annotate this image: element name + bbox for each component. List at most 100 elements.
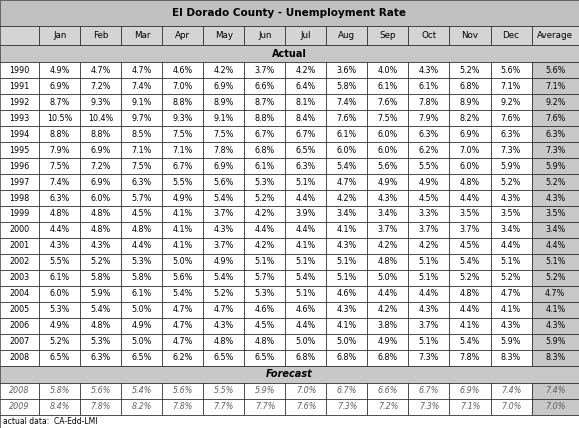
Bar bbox=[532, 270, 579, 286]
Text: 7.5%: 7.5% bbox=[214, 130, 234, 139]
Bar bbox=[39, 383, 80, 399]
Bar bbox=[327, 110, 368, 126]
Text: 4.1%: 4.1% bbox=[173, 226, 193, 235]
Text: 4.4%: 4.4% bbox=[132, 241, 152, 250]
Text: 1998: 1998 bbox=[10, 193, 30, 202]
Bar bbox=[39, 27, 80, 45]
Bar bbox=[0, 94, 39, 110]
Bar bbox=[162, 270, 203, 286]
Text: 1999: 1999 bbox=[9, 209, 30, 219]
Bar bbox=[122, 254, 162, 270]
Bar bbox=[408, 174, 449, 190]
Text: 4.2%: 4.2% bbox=[378, 241, 398, 250]
Text: 5.6%: 5.6% bbox=[501, 65, 521, 74]
Text: 5.5%: 5.5% bbox=[419, 161, 439, 170]
Text: 9.2%: 9.2% bbox=[545, 98, 566, 107]
Bar bbox=[80, 190, 122, 206]
Text: 5.0%: 5.0% bbox=[173, 258, 193, 267]
Bar bbox=[408, 383, 449, 399]
Text: 5.4%: 5.4% bbox=[337, 161, 357, 170]
Bar bbox=[408, 222, 449, 238]
Bar bbox=[162, 334, 203, 350]
Text: 6.9%: 6.9% bbox=[460, 386, 480, 395]
Text: 5.4%: 5.4% bbox=[173, 289, 193, 298]
Bar bbox=[449, 334, 490, 350]
Bar bbox=[244, 78, 285, 94]
Bar bbox=[0, 174, 39, 190]
Text: 6.4%: 6.4% bbox=[296, 82, 316, 91]
Bar bbox=[532, 27, 579, 45]
Text: 7.3%: 7.3% bbox=[419, 402, 439, 411]
Text: 8.3%: 8.3% bbox=[545, 354, 565, 363]
Bar bbox=[203, 334, 244, 350]
Bar bbox=[162, 158, 203, 174]
Bar bbox=[327, 383, 368, 399]
Bar bbox=[122, 286, 162, 302]
Text: 5.1%: 5.1% bbox=[545, 258, 566, 267]
Text: 8.8%: 8.8% bbox=[50, 130, 70, 139]
Text: 8.7%: 8.7% bbox=[255, 98, 275, 107]
Text: 5.4%: 5.4% bbox=[131, 386, 152, 395]
Text: 5.2%: 5.2% bbox=[501, 178, 521, 187]
Bar bbox=[327, 286, 368, 302]
Bar bbox=[39, 190, 80, 206]
Bar bbox=[39, 62, 80, 78]
Bar bbox=[80, 158, 122, 174]
Bar bbox=[532, 286, 579, 302]
Bar bbox=[162, 222, 203, 238]
Text: 6.3%: 6.3% bbox=[545, 130, 565, 139]
Text: 6.1%: 6.1% bbox=[419, 82, 439, 91]
Bar bbox=[408, 286, 449, 302]
Text: 7.0%: 7.0% bbox=[460, 146, 480, 155]
Text: 5.1%: 5.1% bbox=[419, 273, 439, 282]
Bar bbox=[327, 350, 368, 366]
Bar bbox=[449, 270, 490, 286]
Bar bbox=[122, 318, 162, 334]
Text: 5.1%: 5.1% bbox=[296, 289, 316, 298]
Text: 6.8%: 6.8% bbox=[337, 354, 357, 363]
Bar bbox=[0, 206, 39, 222]
Bar bbox=[408, 270, 449, 286]
Text: 5.0%: 5.0% bbox=[337, 337, 357, 346]
Text: 5.4%: 5.4% bbox=[214, 193, 234, 202]
Bar bbox=[122, 206, 162, 222]
Bar bbox=[203, 206, 244, 222]
Text: 2005: 2005 bbox=[10, 306, 30, 315]
Text: 9.2%: 9.2% bbox=[501, 98, 521, 107]
Bar bbox=[122, 62, 162, 78]
Bar bbox=[327, 222, 368, 238]
Bar bbox=[203, 254, 244, 270]
Text: 7.8%: 7.8% bbox=[419, 98, 439, 107]
Text: 4.7%: 4.7% bbox=[173, 337, 193, 346]
Bar bbox=[449, 78, 490, 94]
Text: 5.4%: 5.4% bbox=[296, 273, 316, 282]
Text: 8.5%: 8.5% bbox=[131, 130, 152, 139]
Text: 9.3%: 9.3% bbox=[91, 98, 111, 107]
Text: 7.1%: 7.1% bbox=[545, 82, 566, 91]
Bar bbox=[449, 254, 490, 270]
Bar bbox=[285, 190, 327, 206]
Text: 5.1%: 5.1% bbox=[337, 273, 357, 282]
Bar bbox=[203, 126, 244, 142]
Text: 5.2%: 5.2% bbox=[460, 273, 480, 282]
Bar bbox=[244, 62, 285, 78]
Bar bbox=[0, 27, 39, 45]
Text: 5.4%: 5.4% bbox=[460, 337, 480, 346]
Bar bbox=[490, 174, 532, 190]
Bar bbox=[80, 62, 122, 78]
Text: 7.6%: 7.6% bbox=[545, 113, 566, 122]
Text: 6.8%: 6.8% bbox=[378, 354, 398, 363]
Text: 8.1%: 8.1% bbox=[296, 98, 316, 107]
Text: 2000: 2000 bbox=[10, 226, 30, 235]
Text: 4.3%: 4.3% bbox=[214, 226, 234, 235]
Bar bbox=[0, 254, 39, 270]
Text: 1993: 1993 bbox=[10, 113, 30, 122]
Text: 4.9%: 4.9% bbox=[419, 178, 439, 187]
Text: 4.3%: 4.3% bbox=[214, 321, 234, 330]
Bar bbox=[203, 238, 244, 254]
Text: 4.4%: 4.4% bbox=[255, 226, 275, 235]
Bar bbox=[368, 206, 408, 222]
Bar bbox=[285, 94, 327, 110]
Text: 7.9%: 7.9% bbox=[50, 146, 70, 155]
Bar bbox=[122, 94, 162, 110]
